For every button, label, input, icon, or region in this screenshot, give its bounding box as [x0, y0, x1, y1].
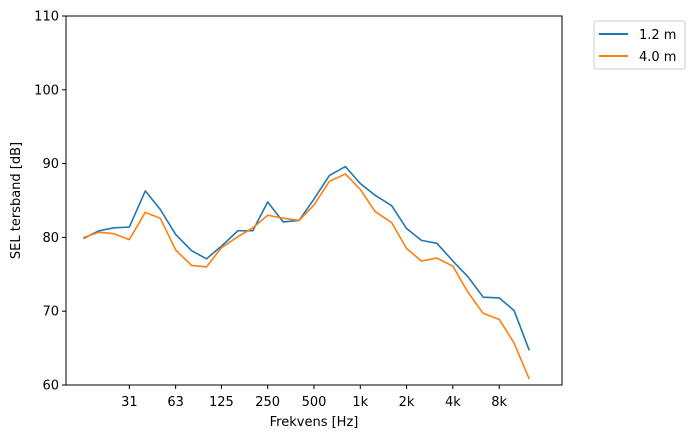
legend: 1.2 m 4.0 m — [593, 20, 686, 70]
x-tick-label: 31 — [121, 395, 138, 410]
y-tick-label: 110 — [34, 10, 59, 25]
y-tick-label: 100 — [34, 83, 59, 98]
x-tick-label: 2k — [399, 395, 415, 410]
y-tick-label: 60 — [42, 379, 59, 394]
x-axis-label: Frekvens [Hz] — [270, 415, 359, 430]
plot-area — [65, 15, 563, 386]
y-tick-label: 90 — [42, 157, 59, 172]
x-tick-label: 250 — [255, 395, 280, 410]
series-line-1-2-m — [83, 165, 530, 351]
plot-frame — [65, 15, 563, 386]
y-tick-label: 80 — [42, 231, 59, 246]
y-tick-label: 70 — [42, 305, 59, 320]
x-tick-label: 63 — [167, 395, 184, 410]
legend-label-1-2-m: 1.2 m — [639, 28, 676, 43]
y-axis: 60 70 80 90 100 110 — [34, 10, 66, 394]
x-axis: 31 63 125 250 500 1k 2k 4k 8k — [121, 385, 508, 410]
x-tick-label: 4k — [445, 395, 461, 410]
x-tick-label: 125 — [209, 395, 234, 410]
x-tick-label: 1k — [352, 395, 368, 410]
legend-label-4-0-m: 4.0 m — [639, 50, 676, 65]
x-tick-label: 8k — [491, 395, 507, 410]
x-tick-label: 500 — [302, 395, 327, 410]
series-layer — [83, 165, 531, 380]
y-axis-label: SEL tersband [dB] — [9, 142, 24, 259]
series-line-4-0-m — [83, 173, 531, 380]
